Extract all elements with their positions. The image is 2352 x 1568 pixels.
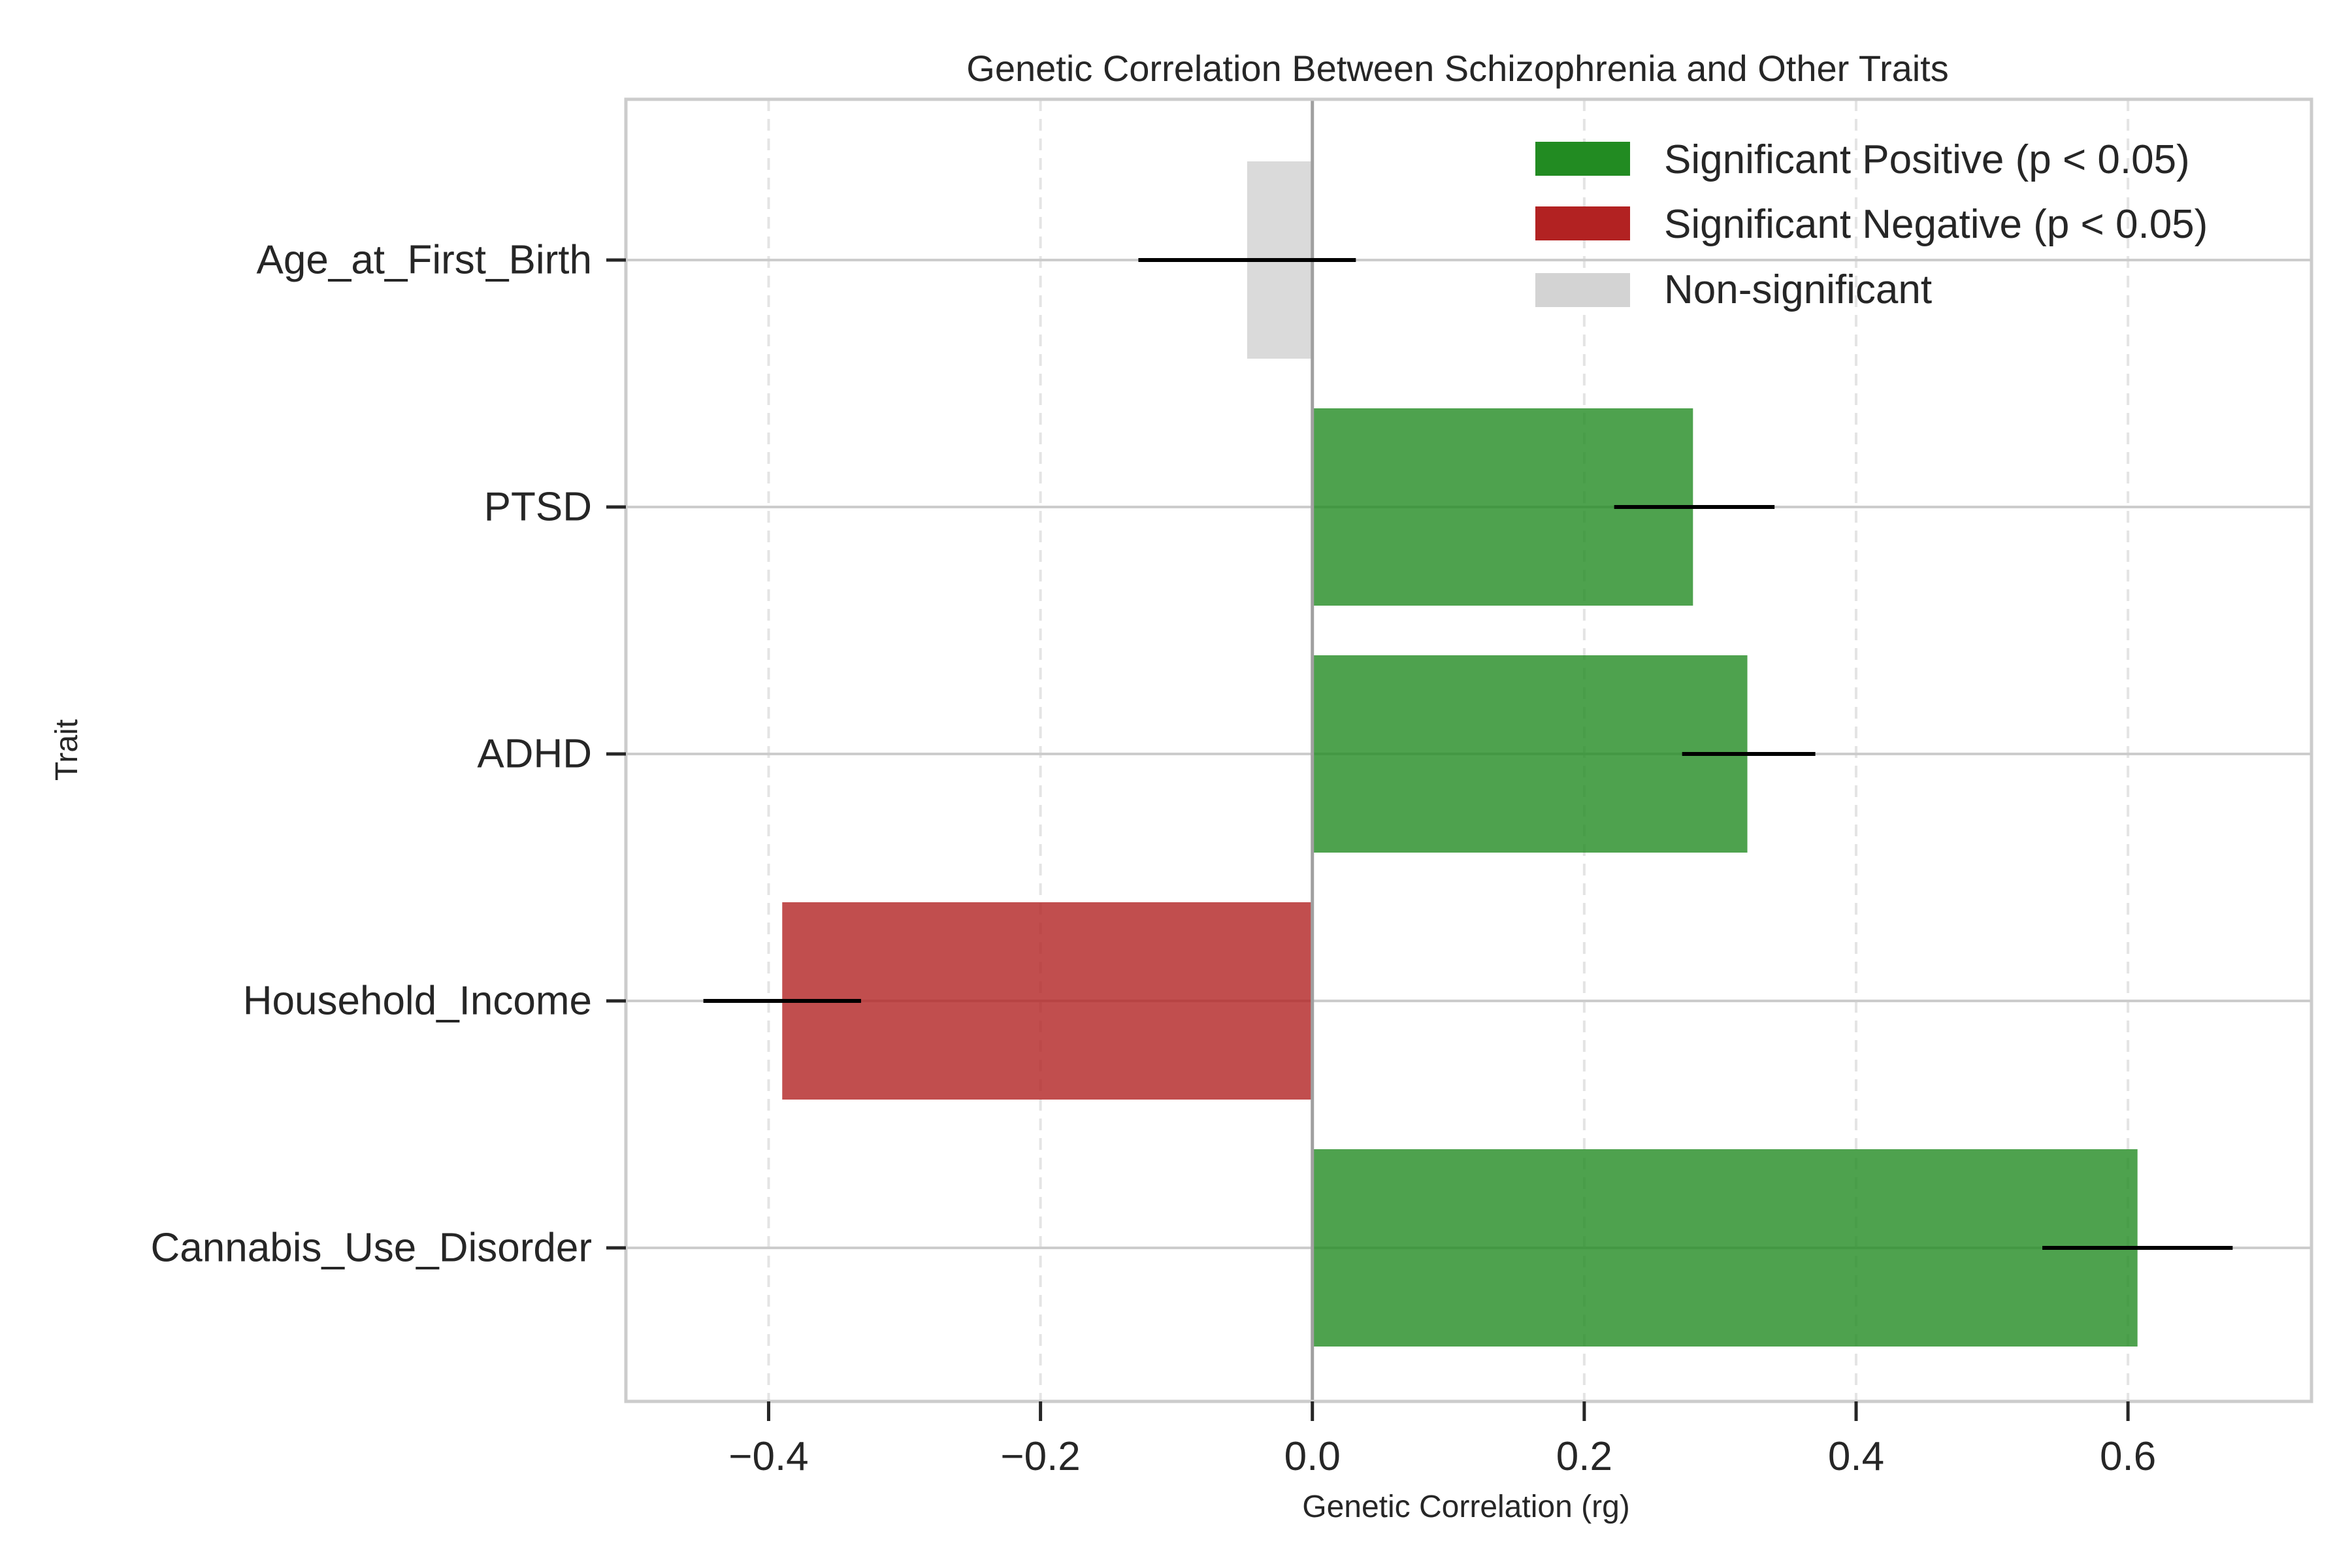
x-tick-label: 0.4: [1828, 1434, 1884, 1479]
legend: Significant Positive (p < 0.05) Signific…: [1535, 137, 2208, 312]
bar-cannabis-use-disorder: [1312, 1149, 2138, 1347]
chart-title: Genetic Correlation Between Schizophreni…: [966, 48, 1948, 89]
x-axis: −0.4 −0.2 0.0 0.2 0.4 0.6: [728, 1401, 2156, 1479]
bar-adhd: [1312, 655, 1748, 853]
y-tick-label: Household_Income: [243, 979, 592, 1024]
y-tick-label: ADHD: [477, 732, 592, 777]
plot-frame: [624, 97, 2313, 1403]
legend-label-negative: Significant Negative (p < 0.05): [1664, 202, 2208, 247]
legend-swatch-non-significant: [1535, 273, 1630, 307]
y-tick-label: PTSD: [484, 485, 592, 530]
x-tick-label: 0.2: [1556, 1434, 1612, 1479]
legend-label-non-significant: Non-significant: [1664, 267, 1932, 312]
x-tick-label: −0.4: [728, 1434, 808, 1479]
legend-swatch-positive: [1535, 142, 1630, 176]
x-tick-label: −0.2: [1000, 1434, 1080, 1479]
overlay-layer: [703, 99, 2233, 1401]
bars-layer: [782, 161, 2138, 1347]
x-tick-label: 0.0: [1284, 1434, 1341, 1479]
x-axis-label: Genetic Correlation (rg): [1302, 1490, 1630, 1524]
y-axis: Age_at_First_Birth PTSD ADHD Household_Inco…: [151, 238, 626, 1271]
legend-swatch-negative: [1535, 206, 1630, 240]
y-tick-label: Age_at_First_Birth: [257, 238, 592, 283]
x-tick-label: 0.6: [2100, 1434, 2156, 1479]
y-axis-label: Trait: [50, 719, 84, 781]
y-tick-label: Cannabis_Use_Disorder: [151, 1226, 592, 1271]
bar-household-income: [782, 902, 1313, 1100]
legend-label-positive: Significant Positive (p < 0.05): [1664, 137, 2190, 182]
